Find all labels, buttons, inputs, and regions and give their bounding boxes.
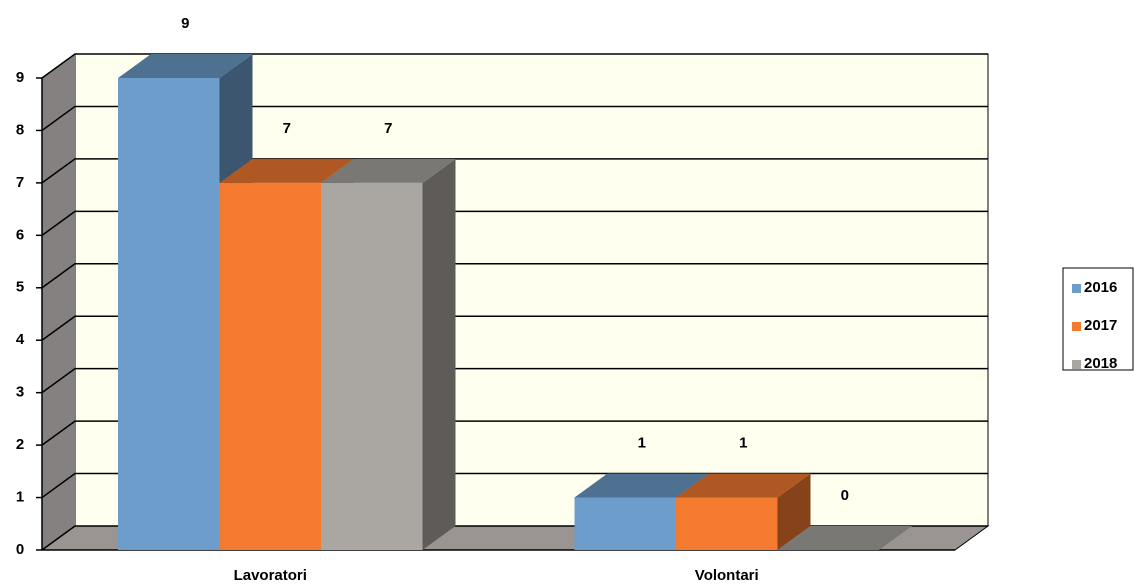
grid-line: [41, 105, 988, 132]
grid-line: [41, 158, 988, 184]
bar-top: [219, 158, 354, 183]
bar: [777, 526, 912, 550]
bar-front: [676, 497, 778, 550]
x-tick-label: Volontari: [695, 567, 759, 584]
grid-line: [41, 315, 988, 341]
data-label: 7: [384, 120, 392, 137]
bar-top: [574, 473, 709, 498]
y-tick-label: 6: [16, 226, 24, 243]
legend-swatch: [1072, 284, 1081, 293]
bar-top: [777, 526, 912, 550]
x-tick-label: Lavoratori: [234, 567, 307, 584]
bar-top: [118, 54, 253, 78]
y-tick-label: 9: [16, 69, 24, 86]
legend-label: 2018: [1084, 355, 1117, 372]
y-tick-label: 2: [16, 436, 24, 453]
y-tick-label: 4: [16, 331, 25, 348]
bar-front: [118, 78, 220, 550]
bar-top: [676, 473, 811, 498]
legend-label: 2017: [1084, 317, 1117, 334]
legend-swatch: [1072, 322, 1081, 331]
bar: [321, 158, 456, 550]
y-tick-label: 0: [16, 541, 24, 558]
y-tick-label: 3: [16, 384, 24, 401]
grid-line: [41, 210, 988, 236]
data-label: 1: [739, 435, 747, 452]
legend-label: 2016: [1084, 279, 1117, 296]
grid-line: [41, 367, 988, 394]
grid-line: [41, 53, 988, 79]
y-tick-label: 1: [16, 489, 24, 506]
bar-side: [422, 158, 456, 550]
bar-front: [219, 182, 321, 550]
legend-swatch: [1072, 360, 1081, 369]
data-label: 0: [841, 487, 849, 504]
bar-top: [321, 158, 456, 183]
data-label: 7: [283, 120, 291, 137]
grid-line: [41, 263, 988, 289]
data-label: 9: [181, 15, 189, 32]
y-tick-label: 5: [16, 279, 24, 296]
bar-front: [574, 497, 676, 550]
y-tick-label: 8: [16, 121, 24, 138]
bar-front: [321, 182, 423, 550]
side-wall: [42, 54, 75, 550]
grid-line: [41, 420, 988, 446]
bar-side: [777, 473, 811, 550]
y-tick-label: 7: [16, 174, 24, 191]
data-label: 1: [638, 435, 646, 452]
bar: [676, 473, 811, 550]
